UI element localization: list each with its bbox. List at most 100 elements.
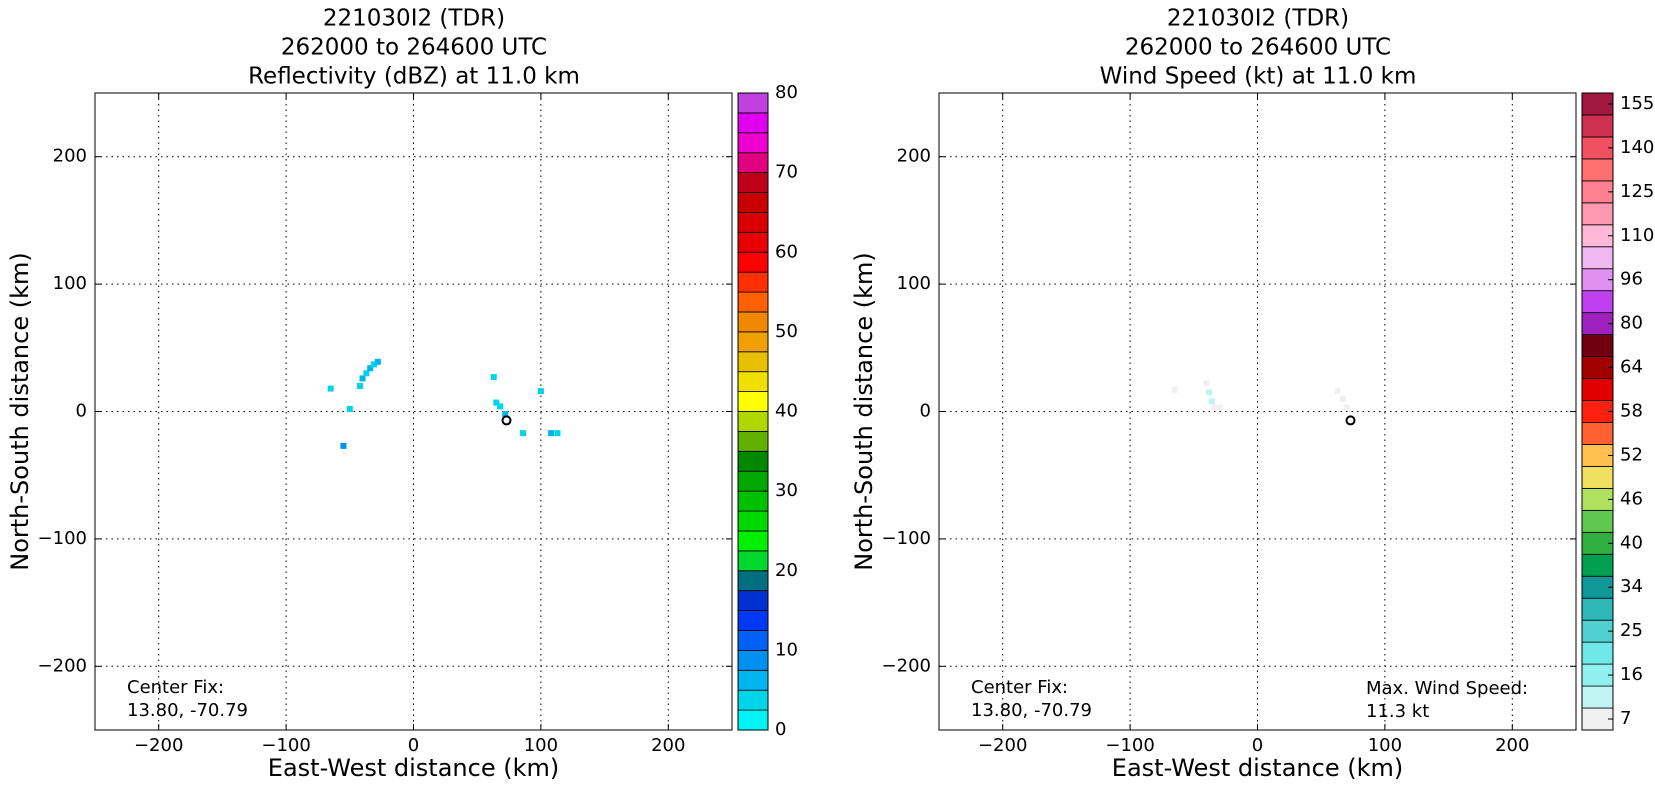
colorbar-tick-label: 46 [1620, 488, 1643, 509]
x-tick-label: 100 [524, 735, 558, 756]
y-axis-label: North-South distance (km) [6, 252, 34, 571]
echo-cell [502, 411, 509, 418]
echo-cell [374, 358, 381, 365]
echo-cell [520, 430, 527, 437]
colorbar-box [737, 212, 769, 233]
colorbar-box [737, 669, 769, 691]
colorbar-box [1581, 202, 1614, 226]
colorbar-tick-label: 50 [775, 321, 798, 342]
echo-cell [490, 374, 497, 381]
echo-cell [537, 388, 544, 395]
colorbar-box [737, 231, 769, 253]
colorbar-box [737, 311, 769, 333]
colorbar-box [1581, 509, 1614, 533]
x-tick-label: 200 [651, 735, 685, 756]
colorbar-tick-label: 140 [1620, 137, 1654, 158]
chart-title: Reflectivity (dBZ) at 11.0 km [248, 64, 580, 90]
colorbar-box [737, 192, 769, 213]
colorbar-box [737, 112, 769, 134]
colorbar-tick-label: 60 [775, 241, 798, 262]
echo-cell [359, 375, 366, 382]
colorbar-tick-label: 16 [1620, 664, 1643, 685]
colorbar-box [737, 510, 769, 532]
colorbar-box [1581, 158, 1614, 182]
annotation: 11.3 kt [1366, 701, 1429, 722]
plot-frame [938, 92, 1577, 731]
colorbar-box [737, 490, 769, 512]
annotation: 13.80, -70.79 [971, 700, 1092, 721]
colorbar-tick-label: 30 [775, 480, 798, 501]
echo-cell [1343, 404, 1350, 411]
colorbar-box [1581, 290, 1614, 314]
colorbar-box [737, 411, 769, 432]
y-tick-label: 100 [53, 273, 87, 294]
echo-cell [340, 442, 347, 449]
echo-cell [497, 403, 504, 410]
colorbar-tick-label: 96 [1620, 269, 1643, 290]
colorbar-tick-label: 110 [1620, 225, 1654, 246]
colorbar-box [737, 689, 769, 711]
colorbar-box [737, 570, 769, 592]
colorbar-tick-label: 25 [1620, 620, 1643, 641]
annotation: 13.80, -70.79 [127, 700, 248, 721]
colorbar-tick-label: 80 [1620, 313, 1643, 334]
y-tick-label: 0 [76, 401, 87, 422]
echo-cell [1339, 395, 1346, 402]
y-tick-label: −200 [38, 655, 87, 676]
chart-title: 262000 to 264600 UTC [281, 35, 547, 61]
colorbar-tick-label: 34 [1620, 576, 1643, 597]
colorbar-box [1581, 553, 1614, 577]
colorbar-tick-label: 52 [1620, 444, 1643, 465]
y-axis-label: North-South distance (km) [850, 252, 878, 571]
echo-cell [1216, 404, 1223, 411]
colorbar-box [1581, 114, 1614, 138]
colorbar-tick-label: 64 [1620, 357, 1643, 378]
echo-cell [363, 370, 370, 377]
colorbar-tick-label: 125 [1620, 181, 1654, 202]
echo-cell [327, 385, 334, 392]
y-tick-label: −100 [38, 528, 87, 549]
colorbar-box [737, 630, 769, 651]
colorbar-box [737, 331, 769, 353]
colorbar-box [737, 371, 769, 392]
colorbar-box [1581, 685, 1614, 709]
colorbar-box [737, 431, 769, 452]
plot-frame [94, 92, 733, 731]
colorbar-box [1581, 466, 1614, 489]
x-tick-label: 0 [408, 735, 419, 756]
colorbar-box [737, 172, 769, 193]
echo-cell [371, 361, 378, 368]
colorbar-tick-label: 10 [775, 639, 798, 660]
colorbar-box [1581, 378, 1614, 401]
colorbar-box [1581, 597, 1614, 621]
chart-title: 221030I2 (TDR) [1167, 6, 1349, 32]
colorbar-box [737, 550, 769, 572]
x-axis-label: East-West distance (km) [1112, 754, 1403, 782]
colorbar-box [737, 351, 769, 373]
colorbar-tick-label: 40 [775, 401, 798, 422]
y-tick-label: 200 [897, 146, 931, 167]
echo-cell [1171, 386, 1178, 393]
echo-cell [1208, 398, 1215, 405]
colorbar-box [737, 709, 769, 731]
x-tick-label: 0 [1252, 735, 1263, 756]
colorbar-tick-label: 0 [775, 719, 786, 740]
y-tick-label: 200 [53, 146, 87, 167]
x-tick-label: −200 [978, 735, 1027, 756]
annotation: Center Fix: [127, 677, 224, 698]
colorbar-box [737, 470, 769, 492]
colorbar-box [737, 251, 769, 273]
colorbar-box [1581, 422, 1614, 445]
y-tick-label: −200 [882, 655, 931, 676]
colorbar-box [737, 291, 769, 313]
annotation: Center Fix: [971, 677, 1068, 698]
chart-title: 221030I2 (TDR) [323, 6, 505, 32]
colorbar-tick-label: 7 [1620, 708, 1631, 729]
center-marker [1345, 415, 1356, 426]
colorbar-tick-label: 58 [1620, 401, 1643, 422]
colorbar-box [737, 391, 769, 412]
echo-cell [367, 365, 374, 372]
echo-cell [1206, 389, 1213, 396]
echo-cell [1203, 380, 1210, 387]
colorbar-tick-label: 155 [1620, 93, 1654, 114]
